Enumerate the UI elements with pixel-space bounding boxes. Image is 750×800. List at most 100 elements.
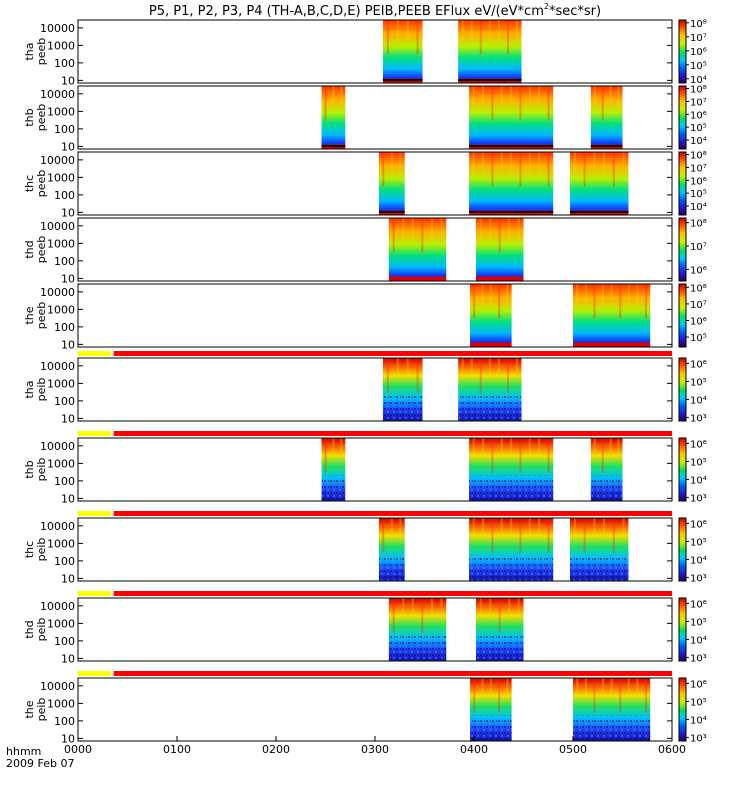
noise-texture bbox=[378, 555, 405, 581]
colorbar-tick-label: 10⁶ bbox=[690, 265, 707, 276]
colorbar-thd-peeb: 10⁸ 10⁷ 10⁶ bbox=[678, 217, 707, 282]
colorbar-tick-label: 10⁸ bbox=[690, 85, 707, 96]
streak bbox=[617, 86, 620, 109]
y-tick-label: 10000 bbox=[40, 22, 75, 35]
streak bbox=[547, 152, 550, 187]
colorbar-tick-label: 10⁷ bbox=[690, 242, 707, 253]
probe-label: thb bbox=[23, 108, 36, 126]
y-axis: 10000 1000 100 10 bbox=[40, 360, 672, 425]
streak bbox=[416, 358, 419, 393]
colorbar-tick-label: 10⁸ bbox=[690, 283, 707, 294]
colorbar-scale bbox=[678, 19, 687, 84]
x-tick-label: 0500 bbox=[559, 743, 587, 756]
y-tick-label: 1000 bbox=[47, 105, 75, 118]
colorbar-scale bbox=[678, 283, 687, 348]
mode-bar-red bbox=[113, 671, 672, 676]
potential-line bbox=[382, 79, 423, 81]
plot-area-thb-peeb bbox=[321, 86, 623, 149]
streak bbox=[617, 438, 620, 461]
y-tick-label: 10000 bbox=[40, 154, 75, 167]
colorbar-the-peeb: 10⁸ 10⁷ 10⁶ 10⁵ bbox=[678, 283, 707, 348]
data-block bbox=[382, 20, 423, 83]
streak bbox=[473, 284, 476, 319]
streak bbox=[416, 20, 419, 55]
y-tick-label: 100 bbox=[54, 395, 75, 408]
product-label: peeb bbox=[35, 236, 48, 264]
streak bbox=[472, 518, 475, 541]
y-tick-label: 10 bbox=[61, 206, 75, 219]
probe-label: thd bbox=[23, 620, 36, 638]
colorbar-tick-label: 10⁵ bbox=[690, 189, 707, 200]
colorbar-scale bbox=[678, 85, 687, 150]
streak bbox=[636, 678, 639, 701]
noise-texture bbox=[388, 635, 447, 661]
streak bbox=[515, 358, 518, 381]
y-tick-label: 100 bbox=[54, 475, 75, 488]
y-tick-label: 10 bbox=[61, 272, 75, 285]
streak bbox=[482, 86, 485, 109]
x-tick-label: 0200 bbox=[262, 743, 290, 756]
mode-bar-red bbox=[113, 591, 672, 596]
streak bbox=[519, 152, 522, 187]
potential-line bbox=[469, 145, 554, 147]
colorbar-tick-label: 10⁵ bbox=[690, 457, 707, 468]
streak bbox=[472, 438, 475, 461]
colorbar-tha-peib: 10⁶ 10⁵ 10⁴ 10³ bbox=[678, 357, 707, 424]
y-tick-label: 10000 bbox=[40, 680, 75, 693]
y-tick-label: 10 bbox=[61, 652, 75, 665]
streak bbox=[491, 86, 494, 121]
probe-label: tha bbox=[23, 42, 36, 60]
panel-frame bbox=[77, 19, 673, 84]
y-tick-label: 1000 bbox=[47, 377, 75, 390]
potential-line bbox=[590, 145, 623, 147]
streak bbox=[528, 152, 531, 175]
y-tick-label: 10 bbox=[61, 492, 75, 505]
y-tick-label: 10000 bbox=[40, 520, 75, 533]
colorbar-tick-label: 10⁷ bbox=[690, 300, 707, 311]
streak bbox=[382, 518, 385, 553]
colorbar-thc-peib: 10⁶ 10⁵ 10⁴ 10³ bbox=[678, 517, 707, 584]
streak bbox=[515, 20, 518, 43]
colorbar-scale bbox=[678, 437, 687, 502]
streak bbox=[472, 152, 475, 175]
panel-tha-peib: 10000 1000 100 10 tha peib 10⁶ 10⁵ 10⁴ 10³ bbox=[23, 351, 707, 425]
streak bbox=[510, 152, 513, 175]
streak bbox=[517, 218, 520, 241]
streak bbox=[472, 86, 475, 109]
streak bbox=[332, 438, 335, 461]
streak bbox=[382, 152, 385, 187]
streak bbox=[506, 20, 509, 55]
y-axis: 10000 1000 100 10 bbox=[40, 22, 672, 87]
streak bbox=[399, 152, 402, 175]
potential-line bbox=[321, 145, 346, 147]
streak bbox=[340, 438, 343, 461]
y-axis: 10000 1000 100 10 bbox=[40, 440, 672, 505]
streak bbox=[498, 598, 501, 633]
noise-texture bbox=[469, 475, 554, 501]
mode-bar-red bbox=[113, 351, 672, 356]
streak bbox=[612, 152, 615, 187]
panel-frame bbox=[77, 217, 673, 282]
streak bbox=[593, 438, 596, 461]
streak bbox=[508, 218, 511, 241]
streak bbox=[500, 518, 503, 541]
probe-label: the bbox=[23, 306, 36, 324]
streak bbox=[547, 86, 550, 121]
streak bbox=[497, 358, 500, 381]
probe-label: thd bbox=[23, 240, 36, 258]
panel-thb-peib: 10000 1000 100 10 thb peib 10⁶ 10⁵ 10⁴ 10³ bbox=[23, 431, 707, 505]
x-axis: 0000 0100 0200 0300 0400 0500 0600 bbox=[64, 736, 686, 756]
noise-texture bbox=[573, 715, 651, 741]
streak bbox=[538, 152, 541, 175]
noise-texture bbox=[321, 475, 346, 501]
plot-area-the-peib bbox=[470, 678, 651, 741]
streak bbox=[411, 598, 414, 621]
colorbar-tick-label: 10⁷ bbox=[690, 163, 707, 174]
colorbar-tick-label: 10⁵ bbox=[690, 377, 707, 388]
streak bbox=[517, 598, 520, 621]
streak bbox=[593, 86, 596, 109]
streak bbox=[482, 518, 485, 541]
panel-frame bbox=[77, 283, 673, 348]
streak bbox=[603, 518, 606, 541]
